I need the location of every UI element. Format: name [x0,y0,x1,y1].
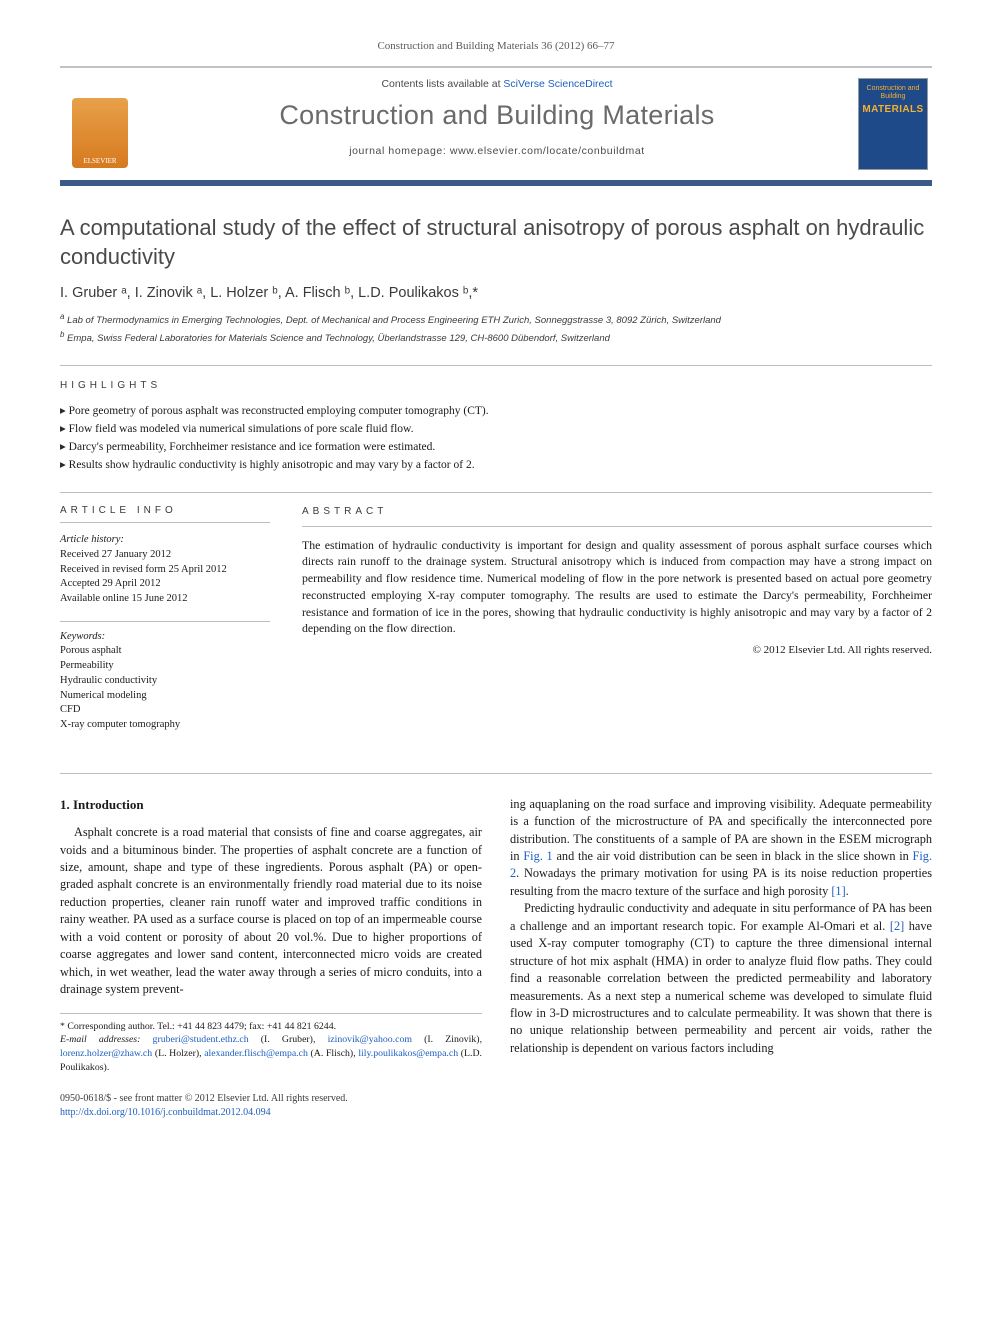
journal-reference: Construction and Building Materials 36 (… [60,40,932,52]
header-center: Contents lists available at SciVerse Sci… [140,68,854,180]
journal-header: ELSEVIER Contents lists available at Sci… [60,66,932,186]
body-paragraph: Asphalt concrete is a road material that… [60,824,482,999]
email-link[interactable]: alexander.flisch@empa.ch [204,1048,308,1059]
abstract-heading: ABSTRACT [302,505,932,526]
article-info-heading: ARTICLE INFO [60,505,270,523]
highlights-list: Pore geometry of porous asphalt was reco… [60,403,932,474]
article-history: Article history: Received 27 January 201… [60,533,270,606]
info-abstract-row: ARTICLE INFO Article history: Received 2… [60,492,932,746]
divider [60,773,932,774]
email-link[interactable]: gruberi@student.ethz.ch [153,1034,249,1045]
journal-name: Construction and Building Materials [148,100,846,131]
authors-line: I. Gruber ᵃ, I. Zinovik ᵃ, L. Holzer ᵇ, … [60,285,932,301]
publisher-logo: ELSEVIER [60,68,140,180]
highlights-heading: HIGHLIGHTS [60,380,932,391]
sciencedirect-link[interactable]: SciVerse ScienceDirect [503,78,612,90]
copyright-line: © 2012 Elsevier Ltd. All rights reserved… [302,643,932,659]
highlight-item: Flow field was modeled via numerical sim… [60,421,932,439]
keywords-block: Keywords: Porous asphalt Permeability Hy… [60,630,270,733]
figure-link[interactable]: Fig. 1 [523,849,552,863]
journal-homepage-link[interactable]: www.elsevier.com/locate/conbuildmat [450,145,645,157]
journal-homepage-line: journal homepage: www.elsevier.com/locat… [148,145,846,157]
abstract-text: The estimation of hydraulic conductivity… [302,537,932,638]
highlight-item: Results show hydraulic conductivity is h… [60,457,932,475]
contents-available-line: Contents lists available at SciVerse Sci… [148,78,846,90]
article-info-column: ARTICLE INFO Article history: Received 2… [60,493,286,746]
email-link[interactable]: lorenz.holzer@zhaw.ch [60,1048,152,1059]
page-footer: 0950-0618/$ - see front matter © 2012 El… [60,1092,932,1120]
footnotes: * Corresponding author. Tel.: +41 44 823… [60,1013,482,1075]
body-paragraph: ing aquaplaning on the road surface and … [510,796,932,901]
elsevier-tree-icon: ELSEVIER [72,98,128,168]
citation-link[interactable]: [1] [831,884,845,898]
section-heading: 1. Introduction [60,796,482,814]
email-link[interactable]: lily.poulikakos@empa.ch [358,1048,458,1059]
email-link[interactable]: izinovik@yahoo.com [328,1034,412,1045]
journal-cover-thumb: Construction and Building MATERIALS [854,68,932,180]
body-two-column: 1. Introduction Asphalt concrete is a ro… [60,796,932,1075]
highlight-item: Darcy's permeability, Forchheimer resist… [60,439,932,457]
article-title: A computational study of the effect of s… [60,214,932,271]
abstract-column: ABSTRACT The estimation of hydraulic con… [286,493,932,746]
citation-link[interactable]: [2] [890,919,904,933]
body-paragraph: Predicting hydraulic conductivity and ad… [510,900,932,1057]
highlight-item: Pore geometry of porous asphalt was reco… [60,403,932,421]
doi-link[interactable]: http://dx.doi.org/10.1016/j.conbuildmat.… [60,1107,271,1118]
divider [60,365,932,366]
affiliations: a Lab of Thermodynamics in Emerging Tech… [60,311,932,345]
